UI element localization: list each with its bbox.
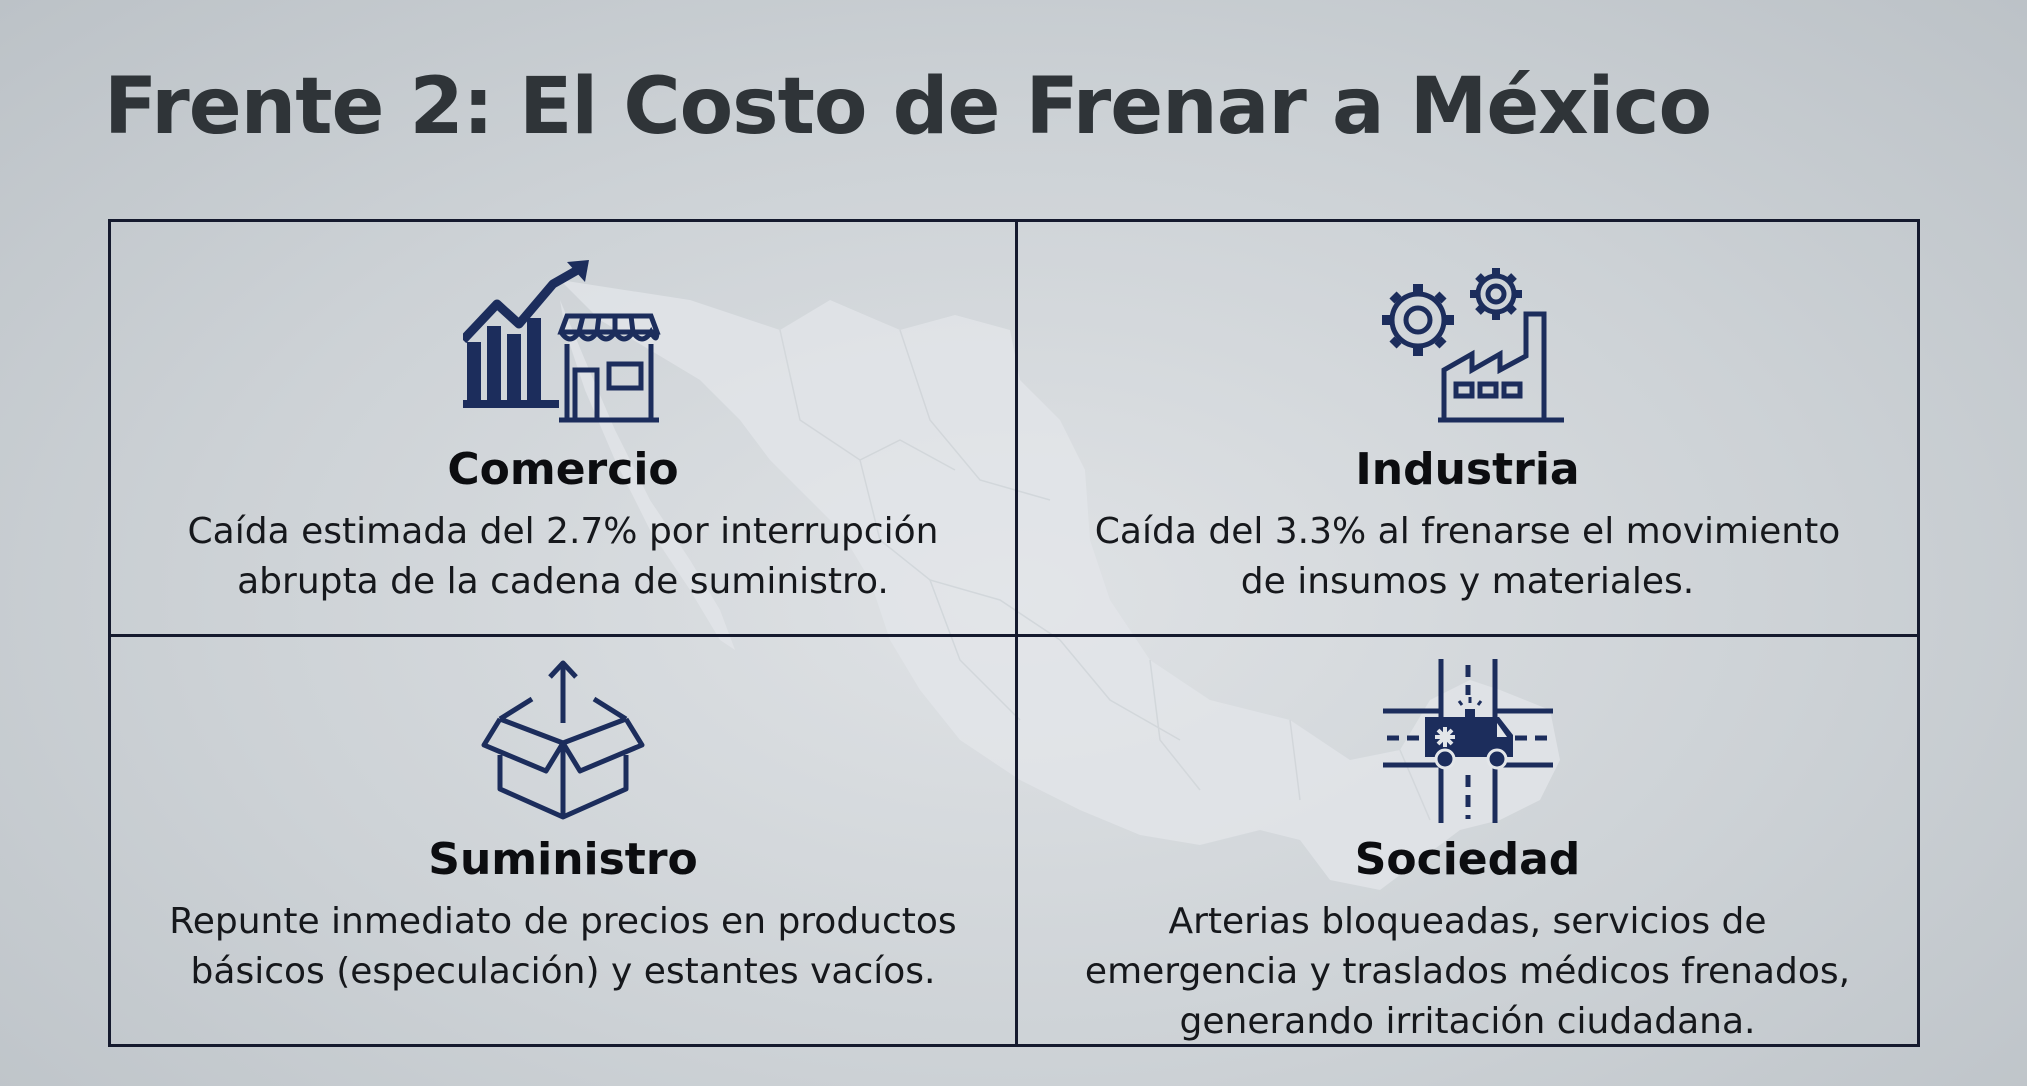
card-description-line: Caída estimada del 2.7% por interrupción <box>187 511 939 552</box>
card-suministro: Suministro Repunte inmediato de precios … <box>111 637 1018 1044</box>
card-description-line: básicos (especulación) y estantes vacíos… <box>190 951 936 992</box>
card-title: Comercio <box>447 444 679 495</box>
store-growth-chart-icon <box>463 260 663 424</box>
card-title: Industria <box>1355 444 1580 495</box>
card-description: Caída estimada del 2.7% por interrupción… <box>111 507 1015 607</box>
card-description-line: Caída del 3.3% al frenarse el movimiento <box>1094 511 1841 552</box>
card-description-line: abrupta de la cadena de suministro. <box>237 561 889 602</box>
card-description: Repunte inmediato de precios en producto… <box>111 897 1015 997</box>
card-description-line: generando irritación ciudadana. <box>1179 1001 1756 1042</box>
ambulance-intersection-icon <box>1382 659 1553 823</box>
card-industria: Industria Caída del 3.3% al frenarse el … <box>1018 222 1917 637</box>
card-description: Arterias bloqueadas, servicios de emerge… <box>1018 897 1917 1047</box>
card-sociedad: Sociedad Arterias bloqueadas, servicios … <box>1018 637 1917 1044</box>
card-description-line: Arterias bloqueadas, servicios de <box>1168 901 1767 942</box>
card-title: Sociedad <box>1354 834 1581 885</box>
card-description: Caída del 3.3% al frenarse el movimiento… <box>1018 507 1917 607</box>
card-description-line: Repunte inmediato de precios en producto… <box>169 901 957 942</box>
open-box-icon <box>478 659 648 823</box>
card-description-line: emergencia y traslados médicos frenados, <box>1084 951 1851 992</box>
card-description-line: de insumos y materiales. <box>1240 561 1695 602</box>
impact-grid: Comercio Caída estimada del 2.7% por int… <box>108 219 1920 1047</box>
card-comercio: Comercio Caída estimada del 2.7% por int… <box>111 222 1018 637</box>
card-title: Suministro <box>428 834 698 885</box>
slide-title: Frente 2: El Costo de Frenar a México <box>104 62 1712 152</box>
factory-gears-icon <box>1368 260 1568 424</box>
